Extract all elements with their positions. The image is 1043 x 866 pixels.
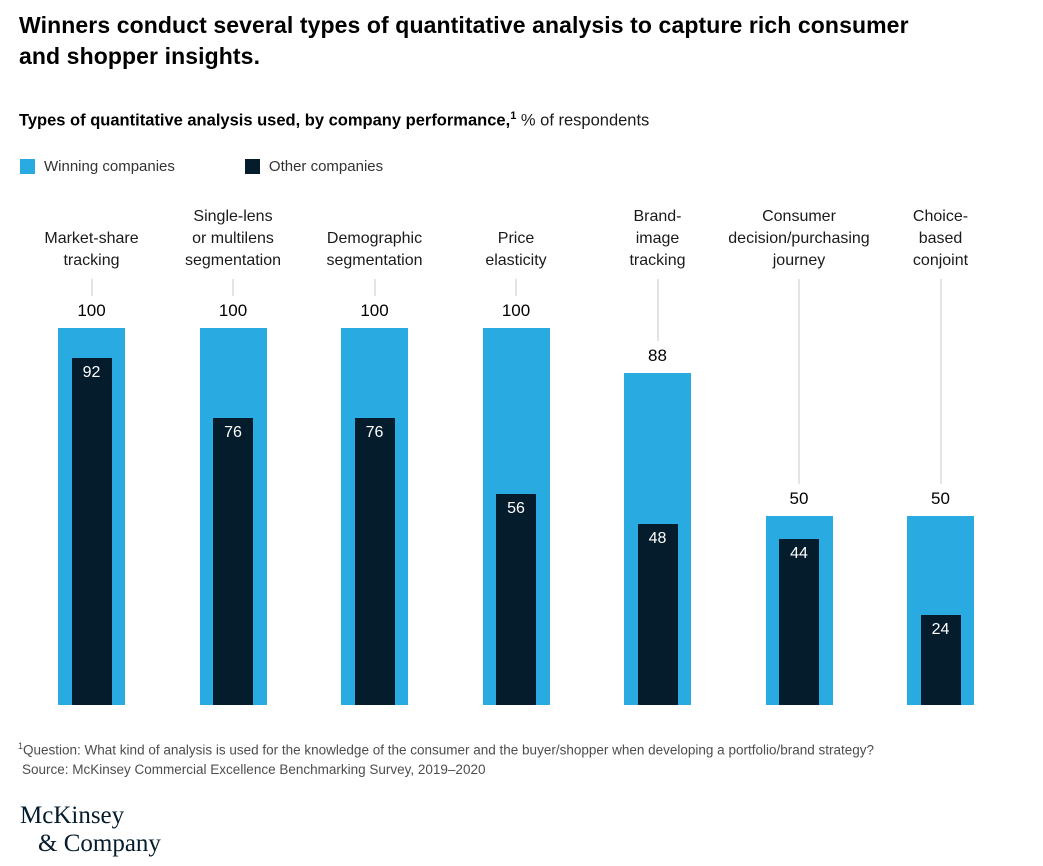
category-label: Consumer decision/purchasing journey [728, 208, 870, 269]
other-value-label: 76 [224, 424, 242, 441]
connector-line [232, 279, 234, 296]
footnote-source: Source: McKinsey Commercial Excellence B… [22, 761, 486, 777]
connector-line [798, 279, 800, 484]
footnote-question: 1Question: What kind of analysis is used… [18, 741, 875, 758]
footnote: 1Question: What kind of analysis is used… [18, 737, 874, 779]
other-swatch-icon [244, 159, 260, 174]
legend: Winning companies Other companies [20, 158, 383, 175]
other-value-label: 92 [82, 364, 101, 381]
other-value-label: 44 [790, 545, 808, 562]
connector-line [940, 279, 941, 484]
other-bar: 48 [637, 524, 678, 705]
winning-value-label: 100 [360, 301, 389, 320]
connector-line [374, 279, 375, 296]
footnote-marker: 1 [18, 741, 24, 751]
category-label: Choice- based conjoint [912, 208, 969, 269]
other-bar: 44 [779, 539, 819, 705]
subtitle-unit-text: % of respondents [516, 111, 650, 130]
winning-value-label: 100 [77, 301, 106, 320]
exhibit-title: Winners conduct several types of quantit… [19, 12, 909, 69]
legend-label-winning: Winning companies [44, 158, 175, 175]
category-label: Market-share tracking [44, 230, 139, 269]
chart-subtitle: Types of quantitative analysis used, by … [19, 110, 649, 131]
other-bar: 56 [496, 494, 536, 705]
category-label: Demographic segmentation [326, 230, 423, 269]
winning-value-label: 100 [218, 301, 248, 320]
logo-line-1: McKinsey [20, 802, 125, 829]
winning-value-label: 88 [648, 346, 667, 365]
winning-swatch-icon [20, 159, 35, 174]
connector-line [515, 279, 517, 296]
other-value-label: 56 [507, 500, 525, 517]
category-label: Price elasticity [485, 230, 547, 269]
other-bar: 24 [920, 615, 961, 705]
category-label: Brand- image tracking [629, 208, 686, 269]
other-value-label: 76 [365, 424, 384, 441]
connector-line [657, 279, 658, 341]
mckinsey-logo: McKinsey & Company [20, 802, 161, 858]
subtitle-footnote-marker: 1 [510, 110, 517, 122]
other-bar: 76 [213, 418, 253, 705]
other-bar: 76 [354, 418, 395, 705]
legend-item-other: Other companies [244, 158, 384, 175]
logo-line-2: & Company [38, 830, 161, 857]
winning-value-label: 50 [931, 489, 950, 508]
connector-line [91, 279, 92, 296]
subtitle-bold-text: Types of quantitative analysis used, by … [19, 111, 511, 130]
winning-value-label: 100 [501, 301, 531, 320]
other-value-label: 48 [648, 530, 667, 547]
legend-item-winning: Winning companies [20, 158, 175, 175]
winning-value-label: 50 [789, 489, 809, 508]
other-bar: 92 [71, 358, 112, 705]
legend-label-other: Other companies [268, 158, 384, 175]
other-value-label: 24 [931, 621, 950, 638]
category-label: Single-lens or multilens segmentation [184, 208, 282, 269]
